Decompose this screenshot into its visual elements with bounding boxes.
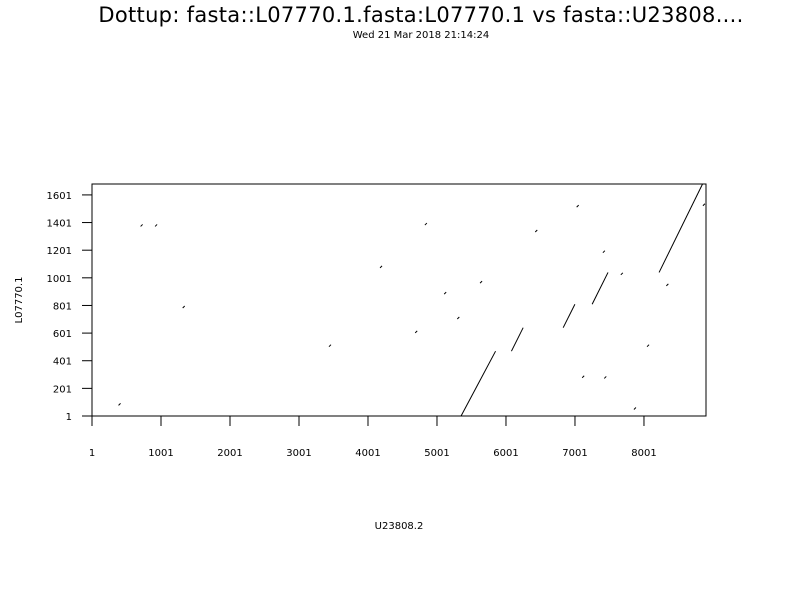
match-dot bbox=[328, 344, 332, 348]
match-dot bbox=[118, 403, 121, 406]
y-tick-label: 601 bbox=[53, 329, 72, 340]
match-dot bbox=[581, 375, 585, 379]
x-axis-title: U23808.2 bbox=[375, 521, 424, 532]
match-dot bbox=[620, 272, 624, 276]
match-dot bbox=[666, 283, 669, 287]
x-axis-ticks: 1 1001 2001 3001 4001 5001 6001 7001 8001 bbox=[89, 416, 657, 459]
match-lines bbox=[460, 183, 703, 417]
match-line bbox=[510, 327, 524, 352]
match-dot bbox=[479, 280, 483, 284]
y-tick-label: 201 bbox=[53, 384, 72, 395]
match-dot bbox=[443, 291, 447, 295]
y-tick-label: 1401 bbox=[47, 219, 72, 230]
x-tick-label: 2001 bbox=[217, 448, 242, 459]
match-dot bbox=[456, 316, 460, 320]
y-tick-label: 401 bbox=[53, 357, 72, 368]
match-dot bbox=[646, 344, 650, 348]
chart-subtitle: Wed 21 Mar 2018 21:14:24 bbox=[352, 30, 490, 41]
x-tick-label: 1001 bbox=[148, 448, 173, 459]
match-dot bbox=[534, 229, 538, 233]
y-tick-label: 801 bbox=[53, 301, 72, 312]
x-tick-label: 3001 bbox=[286, 448, 311, 459]
chart-title: Dottup: fasta::L07770.1.fasta:L07770.1 v… bbox=[98, 3, 744, 27]
match-dot bbox=[603, 376, 607, 379]
match-line bbox=[460, 350, 497, 417]
y-axis-title: L07770.1 bbox=[14, 277, 25, 324]
plot-frame bbox=[91, 183, 707, 417]
match-dot bbox=[140, 224, 143, 227]
match-dot bbox=[379, 265, 383, 269]
x-tick-label: 4001 bbox=[355, 448, 380, 459]
match-line bbox=[562, 303, 576, 328]
y-tick-label: 1201 bbox=[47, 246, 72, 257]
match-dot bbox=[633, 407, 637, 410]
y-tick-label: 1 bbox=[66, 412, 72, 423]
x-tick-label: 8001 bbox=[631, 448, 656, 459]
match-dot bbox=[182, 305, 186, 309]
x-tick-label: 6001 bbox=[493, 448, 518, 459]
x-tick-label: 1 bbox=[89, 448, 95, 459]
match-dot bbox=[702, 203, 706, 207]
match-dot bbox=[424, 222, 428, 226]
match-dot bbox=[602, 250, 606, 254]
match-dot bbox=[576, 204, 580, 208]
match-dot bbox=[414, 330, 418, 334]
x-tick-label: 5001 bbox=[424, 448, 449, 459]
match-dot bbox=[154, 224, 158, 227]
y-tick-label: 1601 bbox=[47, 191, 72, 202]
x-tick-label: 7001 bbox=[562, 448, 587, 459]
y-tick-label: 1001 bbox=[47, 274, 72, 285]
match-dots bbox=[118, 203, 706, 410]
match-line bbox=[591, 272, 609, 305]
match-line bbox=[658, 183, 703, 273]
